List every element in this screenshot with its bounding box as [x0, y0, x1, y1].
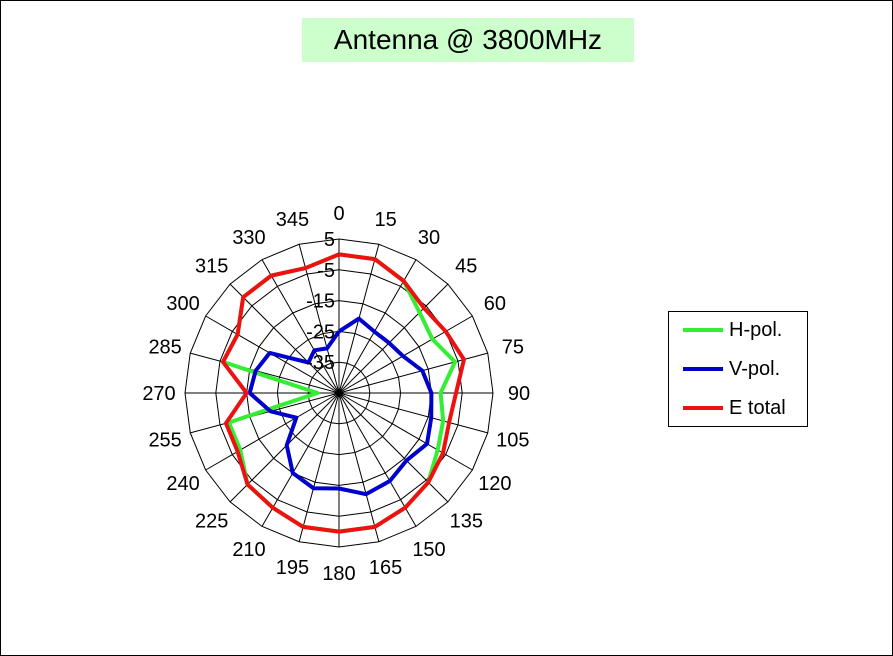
angle-tick-label-19: 285: [148, 336, 181, 358]
legend: H-pol. V-pol. E total: [668, 311, 808, 427]
grid-spoke-16: [205, 392, 340, 471]
grid-spoke-10: [338, 392, 417, 527]
legend-label-h-pol: H-pol.: [729, 318, 783, 341]
grid-spoke-17: [190, 392, 340, 434]
radial-tick-label-4: -35: [306, 352, 335, 374]
angle-tick-label-4: 60: [484, 293, 506, 315]
chart-title: Antenna @ 3800MHz: [333, 24, 603, 55]
grid-spoke-14: [261, 392, 340, 527]
grid-spoke-7: [338, 392, 488, 434]
series-line-1: [247, 316, 434, 497]
angle-tick-label-6: 90: [508, 383, 530, 405]
angle-tick-label-1: 15: [374, 209, 396, 231]
angle-tick-label-17: 255: [148, 430, 181, 452]
legend-entry-e-total: E total: [683, 396, 786, 420]
chart-title-box: Antenna @ 3800MHz: [302, 18, 634, 62]
grid-spoke-8: [338, 392, 473, 471]
angle-tick-label-13: 195: [276, 557, 309, 579]
angle-tick-label-7: 105: [496, 430, 529, 452]
legend-entry-h-pol: H-pol.: [683, 318, 782, 342]
angle-tick-label-16: 240: [166, 473, 199, 495]
angle-tick-label-3: 45: [455, 256, 477, 278]
angle-tick-label-2: 30: [418, 227, 440, 249]
series-lines: [220, 252, 466, 534]
angle-tick-label-0: 0: [333, 203, 344, 225]
angle-tick-label-10: 150: [412, 539, 445, 561]
grid-spoke-21: [229, 283, 340, 394]
angle-tick-label-9: 135: [450, 510, 483, 532]
grid-spoke-9: [338, 392, 449, 503]
grid-spoke-22: [261, 259, 340, 394]
radial-tick-label-1: -5: [317, 260, 335, 282]
angle-tick-label-5: 75: [502, 336, 524, 358]
series-line-2: [220, 252, 466, 534]
angle-tick-label-18: 270: [142, 383, 175, 405]
grid-spoke-3: [338, 283, 449, 394]
grid-spoke-4: [338, 315, 473, 394]
grid-spoke-13: [298, 392, 340, 542]
angle-tick-label-14: 210: [232, 539, 265, 561]
legend-swatch-e-total: [683, 406, 723, 410]
legend-label-v-pol: V-pol.: [729, 357, 781, 380]
angle-tick-label-11: 165: [369, 557, 402, 579]
radial-tick-label-2: -15: [306, 291, 335, 313]
angle-tick-label-22: 330: [232, 227, 265, 249]
grid-spoke-19: [190, 352, 340, 394]
angle-tick-label-8: 120: [478, 473, 511, 495]
angle-tick-label-15: 225: [195, 510, 228, 532]
legend-swatch-h-pol: [683, 328, 723, 332]
grid-spoke-11: [338, 392, 380, 542]
legend-swatch-v-pol: [683, 367, 723, 371]
radial-tick-label-0: 5: [324, 229, 335, 251]
polar-grid: [184, 238, 494, 548]
angle-tick-label-12: 180: [322, 563, 355, 585]
angle-tick-label-23: 345: [276, 209, 309, 231]
angle-tick-label-20: 300: [166, 293, 199, 315]
radial-tick-label-3: -25: [306, 321, 335, 343]
angle-tick-label-21: 315: [195, 256, 228, 278]
legend-entry-v-pol: V-pol.: [683, 357, 780, 381]
legend-label-e-total: E total: [729, 396, 786, 419]
